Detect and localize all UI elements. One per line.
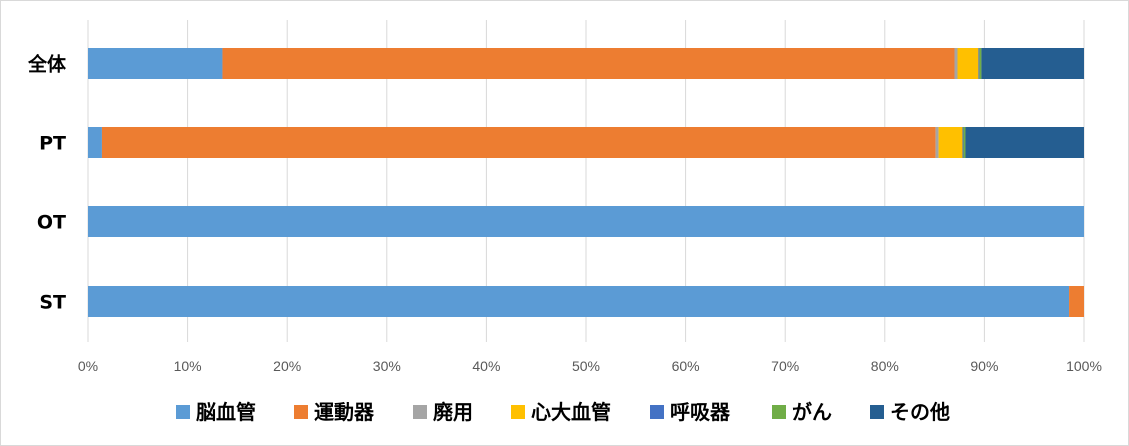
bar-segment [88, 286, 1070, 317]
x-tick-label: 10% [174, 358, 202, 374]
legend-label: 呼吸器 [670, 400, 731, 424]
bar-segment [981, 48, 1084, 79]
bar-segment [88, 127, 102, 158]
bars [88, 48, 1084, 317]
bar-segment [222, 48, 955, 79]
legend-swatch [870, 405, 884, 419]
legend-label: 運動器 [314, 400, 375, 424]
x-tick-label: 70% [771, 358, 799, 374]
bar-segment [963, 127, 966, 158]
legend-swatch [413, 405, 427, 419]
x-tick-label: 50% [572, 358, 600, 374]
legend: 脳血管 運動器 廃用 心大血管 呼吸器 がん その他 [176, 400, 950, 424]
category-label: ST [39, 292, 66, 314]
legend-label: がん [792, 400, 832, 424]
x-tick-label: 0% [78, 358, 98, 374]
category-labels: 全体 PT OT ST [27, 53, 67, 314]
bar-segment [101, 127, 936, 158]
legend-swatch [294, 405, 308, 419]
bar-segment [965, 127, 1084, 158]
category-label: OT [37, 212, 66, 234]
legend-label: その他 [890, 400, 950, 424]
x-tick-label: 80% [871, 358, 899, 374]
category-label: PT [39, 133, 66, 155]
bar-segment [978, 48, 980, 79]
x-tick-label: 20% [273, 358, 301, 374]
legend-swatch [176, 405, 190, 419]
x-tick-labels: 0% 10% 20% 30% 40% 50% 60% 70% 80% 90% 100% [78, 358, 1102, 374]
x-tick-label: 100% [1066, 358, 1102, 374]
bar-segment [935, 127, 939, 158]
bar-segment [1069, 286, 1084, 317]
bar-segment [979, 48, 982, 79]
x-tick-label: 30% [373, 358, 401, 374]
bar-segment [88, 48, 223, 79]
category-label: 全体 [27, 53, 67, 76]
legend-label: 心大血管 [531, 400, 611, 424]
x-tick-label: 90% [970, 358, 998, 374]
legend-label: 廃用 [433, 400, 473, 424]
bar-segment [962, 127, 964, 158]
bar-segment [957, 48, 979, 79]
legend-swatch [772, 405, 786, 419]
bar-segment [954, 48, 958, 79]
legend-swatch [650, 405, 664, 419]
x-tick-label: 40% [472, 358, 500, 374]
bar-segment [88, 206, 1084, 237]
legend-swatch [511, 405, 525, 419]
x-tick-label: 60% [672, 358, 700, 374]
legend-label: 脳血管 [195, 400, 256, 424]
bar-segment [938, 127, 963, 158]
